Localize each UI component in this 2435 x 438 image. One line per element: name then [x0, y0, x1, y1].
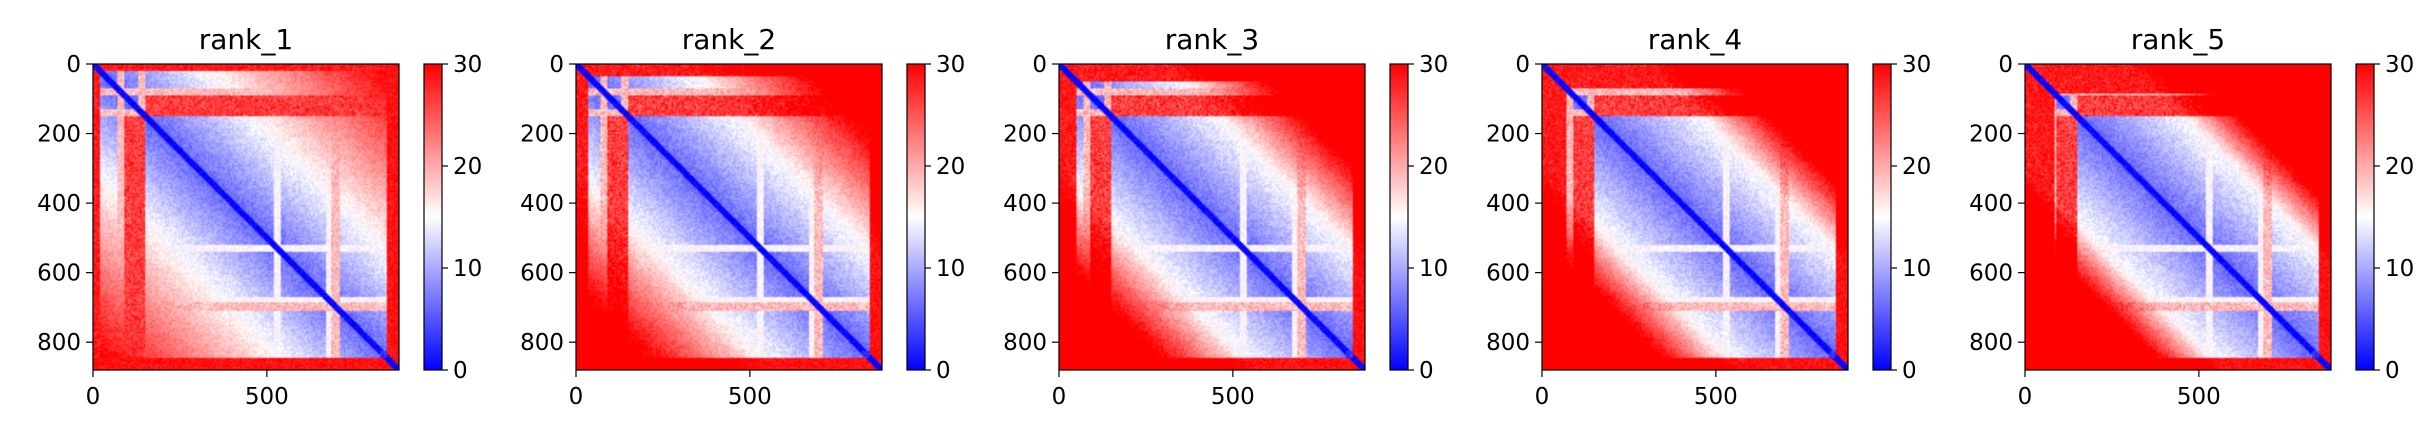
colorbar-tick-label: 20: [936, 154, 965, 180]
colorbar: [423, 63, 443, 371]
x-tick-label: 0: [2018, 384, 2033, 410]
colorbar-tick-label: 10: [453, 256, 482, 282]
x-tick-label: 0: [1535, 384, 1550, 410]
colorbar-tick-label: 30: [2385, 52, 2414, 78]
x-tick-label: 500: [728, 384, 772, 410]
x-tick-label: 0: [569, 384, 584, 410]
y-tick-label: 0: [66, 52, 81, 78]
colorbar-tick-label: 0: [2385, 358, 2400, 384]
heatmap-panel: rank_3 0 200 400 600 800 0 500 0 10 20 30: [1003, 23, 1448, 410]
colorbar-tick-label: 10: [1902, 256, 1931, 282]
heatmap-image: [576, 64, 882, 370]
colorbar-tick-label: 0: [1902, 358, 1917, 384]
chart-title: rank_5: [2131, 23, 2225, 56]
heatmap-panel: rank_4 0 200 400 600 800 0 500 0 10 20 30: [1486, 23, 1931, 410]
heatmap-panel: rank_5 0 200 400 600 800 0 500 0 10 20 30: [1969, 23, 2414, 410]
colorbar-tick-label: 20: [1902, 154, 1931, 180]
heatmap-image: [2025, 64, 2331, 370]
colorbar-tick-label: 20: [2385, 154, 2414, 180]
axes-frame: [2024, 63, 2332, 371]
colorbar: [906, 63, 926, 371]
y-tick-label: 200: [520, 122, 564, 148]
y-tick-label: 600: [1003, 261, 1047, 287]
colorbar-tick-label: 30: [1902, 52, 1931, 78]
y-tick-label: 800: [37, 330, 81, 356]
y-tick-label: 400: [1969, 191, 2013, 217]
y-tick-label: 400: [1003, 191, 1047, 217]
heatmap-image: [1059, 64, 1365, 370]
colorbar-tick-label: 10: [1419, 256, 1448, 282]
chart-title: rank_2: [682, 23, 776, 56]
colorbar-tick-label: 30: [1419, 52, 1448, 78]
y-tick-label: 800: [520, 330, 564, 356]
y-tick-label: 400: [37, 191, 81, 217]
colorbar-tick-label: 10: [936, 256, 965, 282]
chart-title: rank_4: [1648, 23, 1742, 56]
y-tick-label: 800: [1486, 330, 1530, 356]
heatmap-image: [93, 64, 399, 370]
y-tick-label: 200: [1003, 122, 1047, 148]
y-tick-label: 600: [1486, 261, 1530, 287]
colorbar: [1872, 63, 1892, 371]
heatmap-panel: rank_1 0 200 400 600 800 0 500 0 10 20 30: [37, 23, 482, 410]
colorbar-tick-label: 0: [936, 358, 951, 384]
y-tick-label: 200: [1486, 122, 1530, 148]
axes-frame: [1541, 63, 1849, 371]
y-tick-label: 0: [1998, 52, 2013, 78]
colorbar-tick-label: 30: [453, 52, 482, 78]
axes-frame: [575, 63, 883, 371]
axes-frame: [92, 63, 400, 371]
colorbar-tick-label: 20: [1419, 154, 1448, 180]
chart-title: rank_1: [199, 23, 293, 56]
y-tick-label: 0: [1515, 52, 1530, 78]
colorbar: [2355, 63, 2375, 371]
x-tick-label: 500: [1694, 384, 1738, 410]
colorbar-tick-label: 30: [936, 52, 965, 78]
y-tick-label: 0: [1032, 52, 1047, 78]
y-tick-label: 200: [37, 122, 81, 148]
y-tick-label: 400: [1486, 191, 1530, 217]
colorbar-tick-label: 20: [453, 154, 482, 180]
chart-title: rank_3: [1165, 23, 1259, 56]
y-tick-label: 400: [520, 191, 564, 217]
y-tick-label: 0: [549, 52, 564, 78]
y-tick-label: 200: [1969, 122, 2013, 148]
colorbar-tick-label: 0: [453, 358, 468, 384]
y-tick-label: 800: [1003, 330, 1047, 356]
y-tick-label: 600: [1969, 261, 2013, 287]
axes-frame: [1058, 63, 1366, 371]
heatmap-image: [1542, 64, 1848, 370]
x-tick-label: 500: [245, 384, 289, 410]
colorbar-tick-label: 10: [2385, 256, 2414, 282]
x-tick-label: 500: [2177, 384, 2221, 410]
y-tick-label: 600: [37, 261, 81, 287]
y-tick-label: 800: [1969, 330, 2013, 356]
x-tick-label: 0: [86, 384, 101, 410]
x-tick-label: 500: [1211, 384, 1255, 410]
colorbar: [1389, 63, 1409, 371]
heatmap-panel: rank_2 0 200 400 600 800 0 500 0 10 20 30: [520, 23, 965, 410]
y-tick-label: 600: [520, 261, 564, 287]
x-tick-label: 0: [1052, 384, 1067, 410]
colorbar-tick-label: 0: [1419, 358, 1434, 384]
